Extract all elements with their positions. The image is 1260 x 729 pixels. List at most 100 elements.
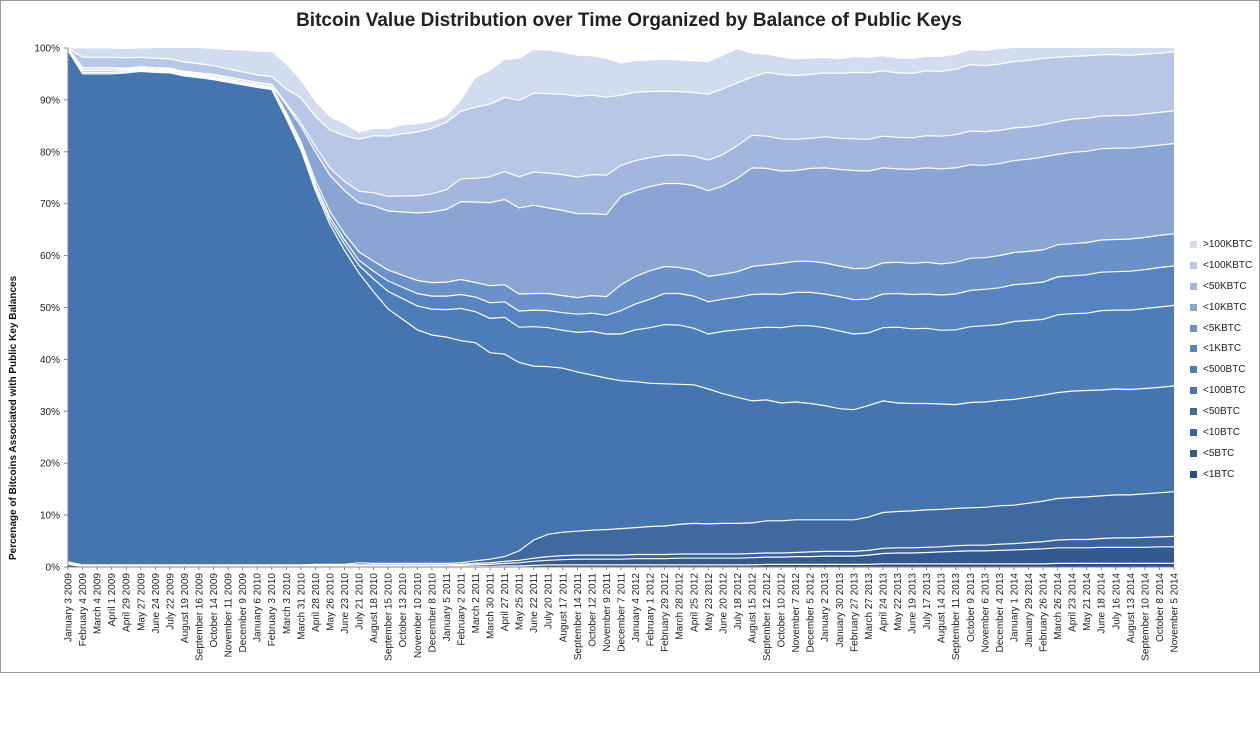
x-tick-label: November 6 2013 [980,573,991,653]
x-tick-label: June 19 2013 [908,573,919,634]
x-tick-label: July 16 2014 [1111,573,1122,630]
area-series-100kbtc [68,48,1174,197]
legend-swatch [1190,240,1197,248]
x-tick-label: December 7 2011 [617,573,628,652]
x-tick-label: January 5 2011 [442,573,453,642]
x-tick-label: February 26 2014 [1039,573,1050,652]
x-tick-label: August 19 2009 [180,573,191,643]
x-tick-label: June 23 2010 [340,573,351,634]
legend-label: <10BTC [1203,426,1240,438]
x-tick-label: October 9 2013 [966,573,977,642]
x-tick-label: July 18 2012 [733,573,744,630]
y-tick-label: 50% [40,303,60,314]
x-tick-label: May 21 2014 [1082,573,1093,631]
boundary-line-1kbtc [67,49,1175,316]
x-tick-label: December 9 2009 [238,573,249,653]
x-tick-label: July 21 2010 [355,573,366,630]
area-series-1kbtc [68,49,1174,334]
area-series-50kbtc [68,48,1174,215]
area-series-5btc [68,546,1174,567]
legend-swatch [1190,366,1197,374]
y-tick-label: 20% [40,459,60,470]
legend-item: <1KBTC [1190,338,1252,359]
legend-swatch [1190,470,1197,478]
legend-item: <100BTC [1190,380,1252,401]
x-tick-label: March 31 2010 [296,573,307,640]
legend-label: <10KBTC [1203,301,1247,313]
x-tick-label: November 9 2011 [602,573,613,652]
legend-label: <50BTC [1203,406,1240,418]
y-tick-label: 0% [46,563,61,574]
y-tick-label: 10% [40,511,60,522]
legend-item: <10KBTC [1190,297,1252,318]
x-tick-label: August 17 2011 [558,573,569,643]
y-tick-label: 100% [34,44,60,55]
y-tick-label: 70% [40,199,60,210]
x-tick-label: April 24 2013 [878,573,889,632]
area-series-50btc [68,491,1174,566]
y-tick-label: 60% [40,251,60,262]
x-tick-label: March 26 2014 [1053,573,1064,640]
x-tick-label: March 28 2012 [675,573,686,640]
x-tick-label: April 28 2010 [311,573,322,632]
area-series-10kbtc [68,48,1174,298]
x-tick-label: October 10 2012 [777,573,788,648]
legend-item: <10BTC [1190,422,1252,443]
x-tick-label: July 22 2009 [165,573,176,630]
legend-item: <50KBTC [1190,276,1252,297]
x-tick-label: April 23 2014 [1068,573,1079,632]
x-tick-label: April 25 2012 [689,573,700,632]
x-tick-label: April 29 2009 [122,573,133,632]
legend-item: <500BTC [1190,359,1252,380]
chart-title: Bitcoin Value Distribution over Time Org… [296,10,962,31]
x-tick-label: December 5 2012 [806,573,817,653]
x-tick-label: February 2 2011 [456,573,467,646]
x-tick-label: September 11 2013 [951,573,962,661]
legend-item: <5BTC [1190,443,1252,464]
chart-legend: >100KBTC <100KBTC <50KBTC <10KBTC <5KBTC <1KB… [1190,234,1252,485]
y-tick-label: 30% [40,407,60,418]
x-tick-label: January 1 2014 [1009,573,1020,642]
x-tick-label: June 20 2012 [718,573,729,634]
x-tick-label: December 8 2010 [427,573,438,653]
boundary-line-50btc [67,491,1175,566]
legend-swatch [1190,408,1197,416]
x-tick-label: March 3 2010 [282,573,293,635]
x-tick-label: June 18 2014 [1097,573,1108,634]
legend-swatch [1190,303,1197,311]
x-tick-label: May 26 2010 [325,573,336,631]
x-tick-label: January 6 2010 [253,573,264,642]
legend-label: <100KBTC [1203,259,1253,271]
x-tick-label: October 13 2010 [398,573,409,648]
legend-label: <100BTC [1203,385,1246,397]
x-tick-label: January 2 2013 [820,573,831,642]
y-tick-label: 90% [40,95,60,106]
area-series-500btc [68,50,1174,410]
legend-label: <1KBTC [1203,343,1242,355]
x-tick-label: March 27 2013 [864,573,875,640]
legend-label: <5KBTC [1203,322,1242,334]
x-tick-label: August 15 2012 [748,573,759,643]
x-tick-label: June 22 2011 [529,573,540,633]
x-tick-label: March 4 2009 [93,573,104,635]
boundary-line-5kbtc [67,48,1175,299]
x-tick-label: January 4 2012 [631,573,642,642]
x-tick-label: February 3 2010 [267,573,278,647]
legend-item: >100KBTC [1190,234,1252,255]
x-tick-label: February 4 2009 [78,573,89,647]
y-tick-label: 80% [40,147,60,158]
x-tick-label: July 20 2011 [544,573,555,629]
legend-item: <100KBTC [1190,255,1252,276]
x-tick-label: December 4 2013 [995,573,1006,653]
legend-item: <5KBTC [1190,318,1252,339]
x-tick-label: September 12 2012 [762,573,773,661]
x-tick-label: February 27 2013 [849,573,860,652]
x-tick-label: September 16 2009 [195,573,206,661]
x-tick-label: September 14 2011 [573,573,584,661]
x-tick-label: May 22 2013 [893,573,904,631]
x-tick-label: October 14 2009 [209,573,220,648]
x-tick-label: May 27 2009 [136,573,147,631]
x-tick-label: September 10 2014 [1140,573,1151,661]
legend-label: <1BTC [1203,468,1235,480]
x-tick-label: January 30 2013 [835,573,846,648]
